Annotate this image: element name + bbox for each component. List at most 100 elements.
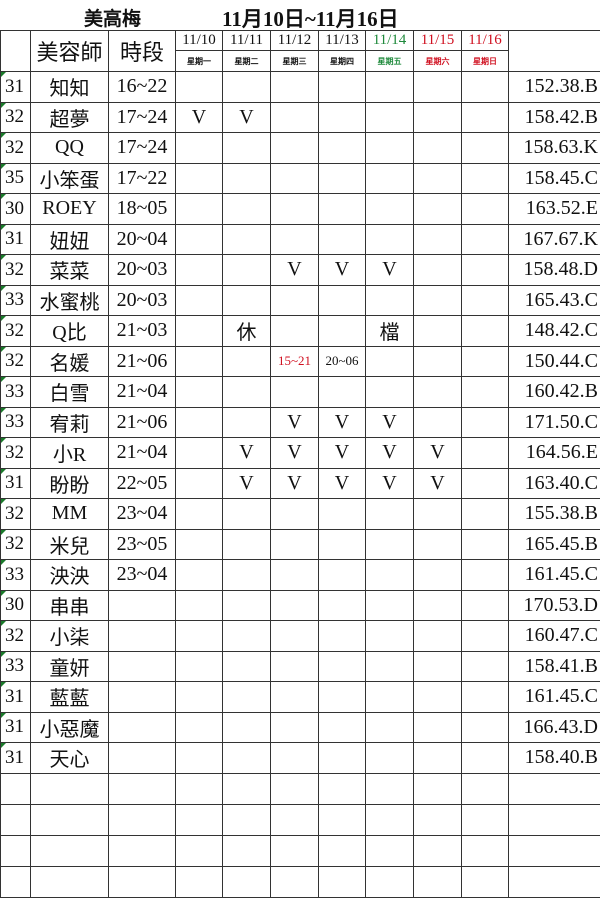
time-slot-cell[interactable] xyxy=(108,650,176,682)
day-cell[interactable] xyxy=(413,498,462,530)
empty-cell[interactable] xyxy=(0,803,31,836)
age-cell[interactable]: 35 xyxy=(0,162,31,194)
stylist-name-cell[interactable]: Q比 xyxy=(30,315,109,347)
time-slot-cell[interactable]: 23~05 xyxy=(108,528,176,560)
empty-cell[interactable] xyxy=(270,865,319,898)
day-cell[interactable] xyxy=(175,589,223,621)
day-cell[interactable] xyxy=(270,620,319,652)
time-slot-cell[interactable]: 22~05 xyxy=(108,467,176,499)
age-cell[interactable]: 32 xyxy=(0,101,31,133)
header-weekday[interactable]: 星期日 xyxy=(461,50,509,72)
stylist-name-cell[interactable]: 白雪 xyxy=(30,376,109,408)
day-cell[interactable] xyxy=(270,223,319,255)
time-slot-cell[interactable]: 21~04 xyxy=(108,437,176,469)
day-cell[interactable] xyxy=(461,467,509,499)
day-cell[interactable] xyxy=(270,132,319,164)
age-cell[interactable]: 33 xyxy=(0,376,31,408)
info-cell[interactable]: 158.63.K xyxy=(508,132,600,164)
day-cell[interactable] xyxy=(270,193,319,225)
day-cell[interactable] xyxy=(318,101,366,133)
header-date[interactable]: 11/10 xyxy=(175,30,223,51)
age-cell[interactable]: 32 xyxy=(0,254,31,286)
empty-cell[interactable] xyxy=(30,772,109,805)
day-cell[interactable] xyxy=(461,650,509,682)
day-cell[interactable] xyxy=(318,681,366,713)
empty-cell[interactable] xyxy=(175,834,223,867)
day-cell[interactable] xyxy=(175,498,223,530)
header-weekday[interactable]: 星期六 xyxy=(413,50,462,72)
day-cell[interactable] xyxy=(413,559,462,591)
day-cell[interactable]: V xyxy=(413,467,462,499)
header-weekday[interactable]: 星期二 xyxy=(222,50,271,72)
day-cell[interactable] xyxy=(461,559,509,591)
stylist-name-cell[interactable]: 盼盼 xyxy=(30,467,109,499)
day-cell[interactable] xyxy=(318,528,366,560)
day-cell[interactable]: 休 xyxy=(222,315,271,347)
time-slot-cell[interactable]: 17~24 xyxy=(108,101,176,133)
day-cell[interactable] xyxy=(365,162,414,194)
day-cell[interactable] xyxy=(175,528,223,560)
day-cell[interactable] xyxy=(413,284,462,316)
age-cell[interactable]: 31 xyxy=(0,223,31,255)
day-cell[interactable] xyxy=(175,132,223,164)
day-cell[interactable] xyxy=(461,162,509,194)
day-cell[interactable] xyxy=(461,742,509,774)
day-cell[interactable] xyxy=(365,528,414,560)
header-date[interactable]: 11/12 xyxy=(270,30,319,51)
time-slot-cell[interactable] xyxy=(108,620,176,652)
day-cell[interactable] xyxy=(270,681,319,713)
day-cell[interactable] xyxy=(270,498,319,530)
stylist-name-cell[interactable]: 小R xyxy=(30,437,109,469)
day-cell[interactable] xyxy=(461,223,509,255)
day-cell[interactable] xyxy=(365,650,414,682)
stylist-name-cell[interactable]: 宥莉 xyxy=(30,406,109,438)
day-cell[interactable] xyxy=(413,132,462,164)
day-cell[interactable] xyxy=(413,193,462,225)
day-cell[interactable]: V xyxy=(270,406,319,438)
day-cell[interactable] xyxy=(270,101,319,133)
day-cell[interactable] xyxy=(270,528,319,560)
empty-cell[interactable] xyxy=(318,772,366,805)
day-cell[interactable] xyxy=(365,101,414,133)
day-cell[interactable] xyxy=(175,681,223,713)
day-cell[interactable] xyxy=(270,162,319,194)
day-cell[interactable] xyxy=(318,589,366,621)
day-cell[interactable] xyxy=(461,406,509,438)
day-cell[interactable] xyxy=(175,711,223,743)
day-cell[interactable] xyxy=(413,528,462,560)
header-blank[interactable] xyxy=(0,30,31,72)
empty-cell[interactable] xyxy=(175,772,223,805)
stylist-name-cell[interactable]: 藍藍 xyxy=(30,681,109,713)
day-cell[interactable] xyxy=(270,559,319,591)
day-cell[interactable] xyxy=(461,711,509,743)
info-cell[interactable]: 158.42.B xyxy=(508,101,600,133)
info-cell[interactable]: 148.42.C xyxy=(508,315,600,347)
day-cell[interactable] xyxy=(318,193,366,225)
day-cell[interactable]: V xyxy=(318,406,366,438)
day-cell[interactable] xyxy=(461,254,509,286)
day-cell[interactable] xyxy=(175,223,223,255)
header-date[interactable]: 11/15 xyxy=(413,30,462,51)
empty-cell[interactable] xyxy=(222,865,271,898)
age-cell[interactable]: 32 xyxy=(0,132,31,164)
info-cell[interactable]: 155.38.B xyxy=(508,498,600,530)
stylist-name-cell[interactable]: 小柒 xyxy=(30,620,109,652)
empty-cell[interactable] xyxy=(108,865,176,898)
day-cell[interactable] xyxy=(413,101,462,133)
day-cell[interactable]: V xyxy=(318,467,366,499)
day-cell[interactable]: V xyxy=(318,437,366,469)
day-cell[interactable] xyxy=(175,193,223,225)
time-slot-cell[interactable]: 21~04 xyxy=(108,376,176,408)
info-cell[interactable]: 161.45.C xyxy=(508,559,600,591)
header-time-slot[interactable]: 時段 xyxy=(108,30,176,72)
age-cell[interactable]: 30 xyxy=(0,589,31,621)
time-slot-cell[interactable]: 21~03 xyxy=(108,315,176,347)
info-cell[interactable]: 160.42.B xyxy=(508,376,600,408)
day-cell[interactable] xyxy=(461,376,509,408)
day-cell[interactable] xyxy=(318,132,366,164)
time-slot-cell[interactable]: 20~03 xyxy=(108,284,176,316)
info-cell[interactable]: 152.38.B xyxy=(508,71,600,103)
day-cell[interactable] xyxy=(318,711,366,743)
day-cell[interactable] xyxy=(365,620,414,652)
stylist-name-cell[interactable]: 小惡魔 xyxy=(30,711,109,743)
